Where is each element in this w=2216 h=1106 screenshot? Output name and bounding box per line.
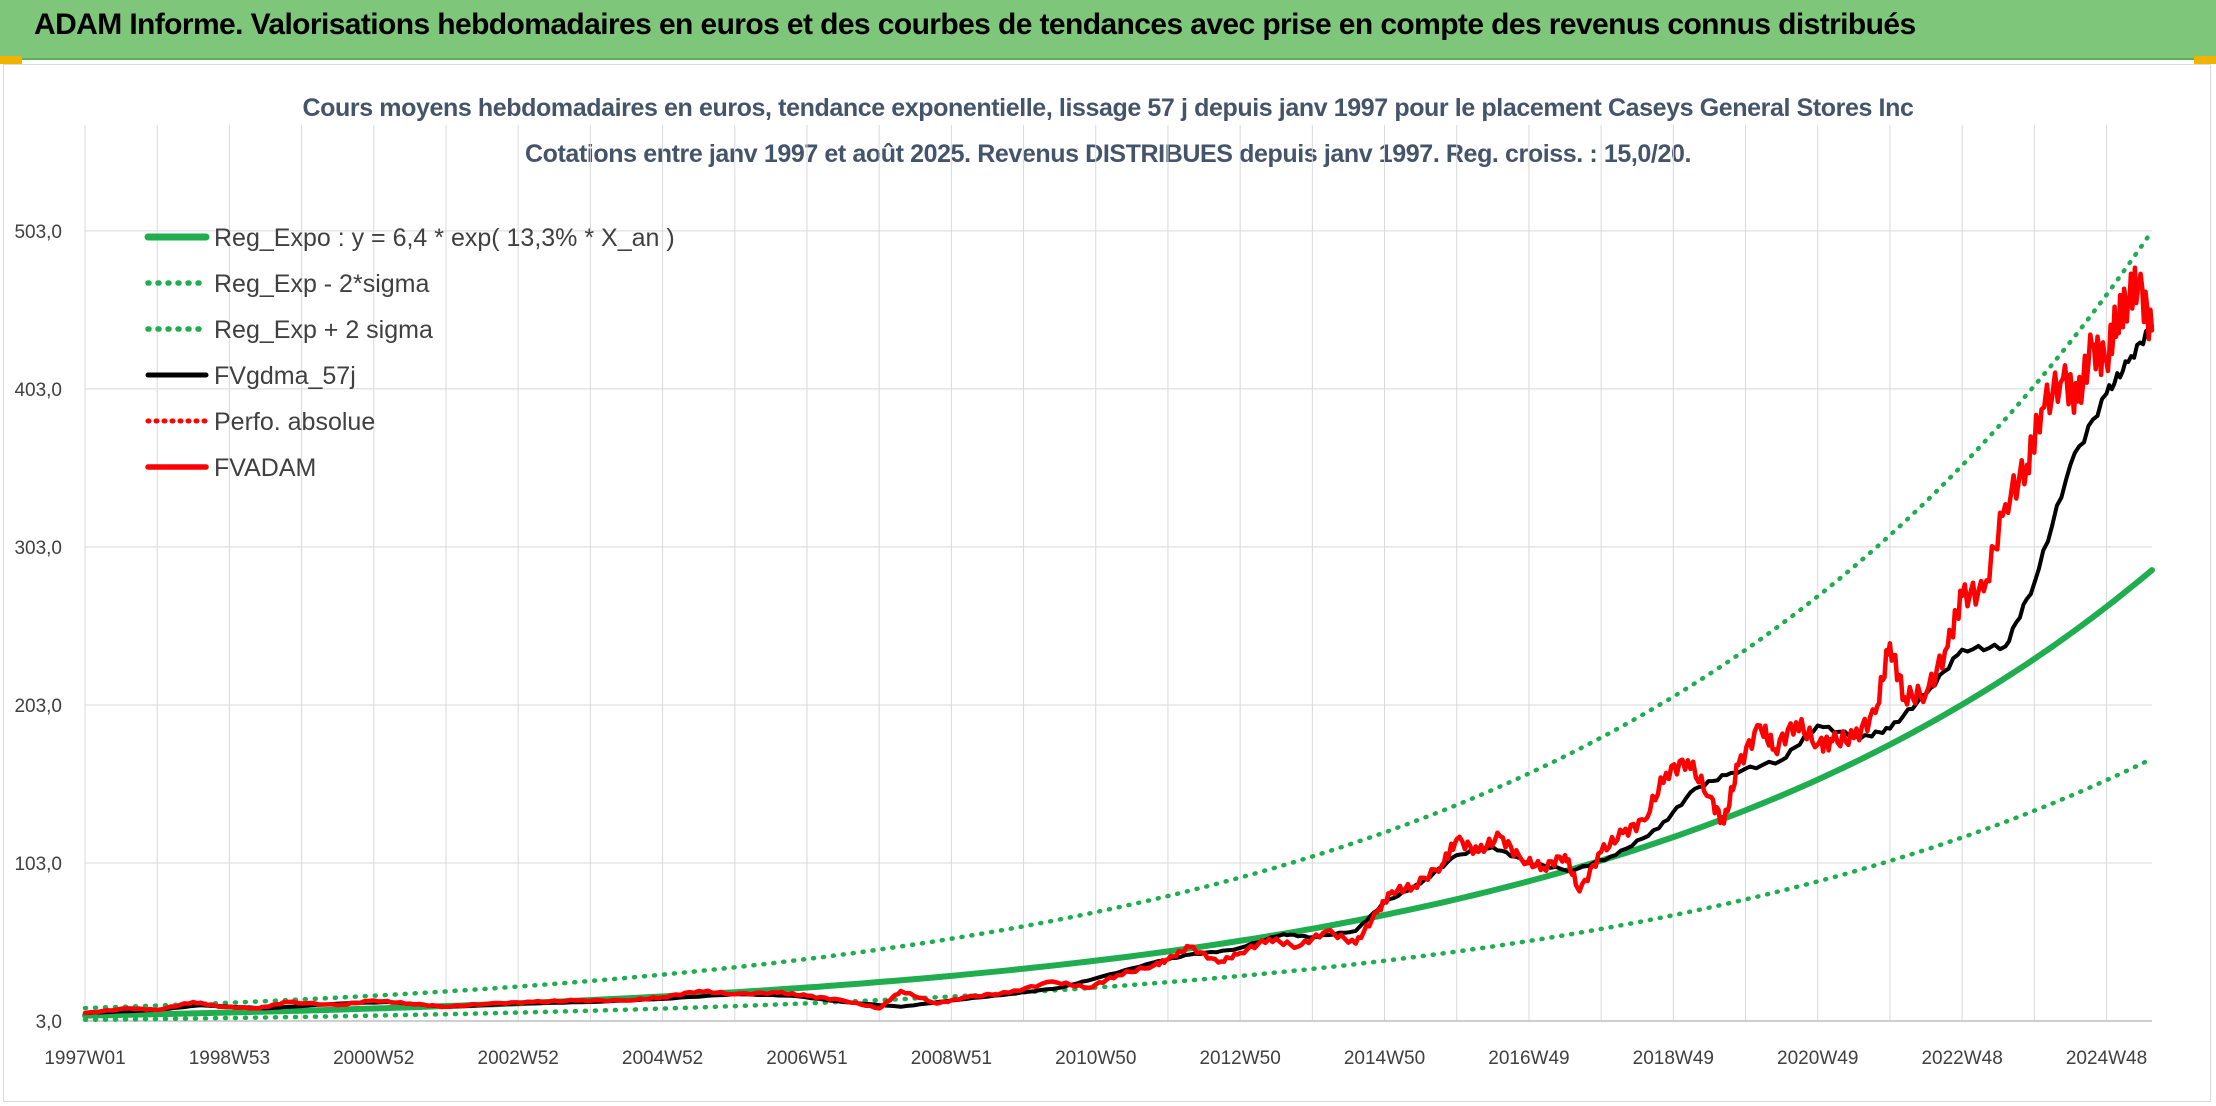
x-axis-ticks: 1997W01 1998W53 2000W52 2002W52 2004W52 2006W… [44,1048,2147,1069]
x-tick-label: 2000W52 [333,1048,414,1069]
x-tick-label: 2012W50 [1199,1048,1280,1069]
y-axis-ticks: 3,0 103,0 203,0 303,0 403,0 503,0 [14,222,62,1033]
x-tick-label: 2010W50 [1055,1048,1136,1069]
horizontal-gridlines [85,230,2152,1022]
series-dotted-green-line [82,228,2155,1011]
legend-label: FVADAM [214,454,316,482]
chart-subtitle: Cotations entre janv 1997 et août 2025. … [524,140,1692,168]
series-solid-black-line [83,323,2154,1016]
series-solid-red-line [82,265,2155,1016]
y-tick-label: 403,0 [14,380,62,401]
x-tick-label: 2014W50 [1344,1048,1425,1069]
corner-accent-left [0,56,22,64]
y-tick-label: 303,0 [14,538,62,559]
series-dotted-green-line [82,756,2155,1023]
x-tick-label: 2002W52 [478,1048,559,1069]
x-tick-label: 2020W49 [1777,1048,1858,1069]
x-tick-label: 1997W01 [44,1048,125,1069]
x-tick-label: 2024W48 [2066,1048,2147,1069]
series-solid-green-line [82,567,2155,1019]
legend-label: Reg_Exp - 2*sigma [214,270,429,298]
x-tick-label: 2006W51 [766,1048,847,1069]
y-tick-label: 103,0 [14,854,62,875]
corner-accent-right [2194,56,2216,64]
x-tick-label: 2004W52 [622,1048,703,1069]
report-title: ADAM Informe. Valorisations hebdomadaire… [34,8,1916,41]
y-tick-label: 3,0 [36,1012,62,1033]
series-lines [82,228,2155,1023]
legend: Reg_Expo : y = 6,4 * exp( 13,3% * X_an )… [144,224,675,482]
chart-frame [3,64,2211,1102]
y-tick-label: 203,0 [14,696,62,717]
x-tick-label: 1998W53 [189,1048,270,1069]
report-banner: ADAM Informe. Valorisations hebdomadaire… [0,0,2216,60]
legend-label: Reg_Expo : y = 6,4 * exp( 13,3% * X_an ) [214,224,675,252]
x-tick-label: 2016W49 [1488,1048,1569,1069]
x-tick-label: 2018W49 [1633,1048,1714,1069]
y-tick-label: 503,0 [14,222,62,243]
x-tick-label: 2008W51 [911,1048,992,1069]
legend-label: Reg_Exp + 2 sigma [214,316,433,344]
x-tick-label: 2022W48 [1921,1048,2002,1069]
chart-title: Cours moyens hebdomadaires en euros, ten… [302,94,1914,122]
legend-label: FVgdma_57j [214,362,356,390]
vertical-gridlines [84,125,2108,1021]
legend-label: Perfo. absolue [214,408,375,436]
